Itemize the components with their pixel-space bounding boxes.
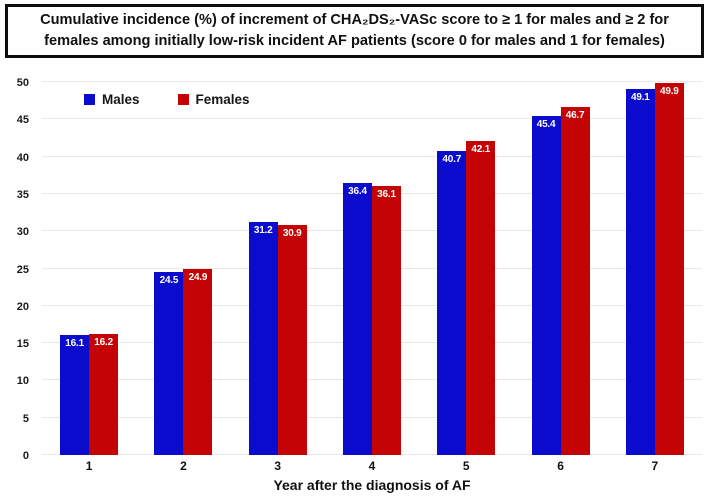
bar-value-label: 16.2 [94,337,113,349]
bar-females-year-3: 30.9 [277,224,307,455]
y-tick-label-30: 30 [16,226,29,239]
x-axis-title: Year after the diagnosis of AF [273,477,471,493]
bar-females-year-5: 42.1 [466,140,496,455]
x-axis-tick-labels: 1 2 3 4 5 6 7 [42,459,702,477]
bar-groups: 16.1 16.2 24.5 24.9 31.2 30.9 36.4 36.1 40.7 42.1… [42,82,702,455]
bar-group-year-3: 31.2 30.9 [231,82,325,455]
bar-males-year-4: 36.4 [342,183,372,455]
legend-item-males: Males [84,92,140,107]
bar-males-year-2: 24.5 [154,272,184,455]
x-tick-label-1: 1 [85,459,93,473]
x-tick-label-2: 2 [180,459,187,473]
bar-males-year-1: 16.1 [60,334,90,455]
bar-group-year-6: 45.4 46.7 [513,82,607,455]
y-axis: 0 5 10 15 20 25 30 35 40 45 50 [0,77,36,462]
plot-area: 16.1 16.2 24.5 24.9 31.2 30.9 36.4 36.1 40.7 42.1… [42,81,702,455]
y-tick-label-35: 35 [16,188,29,201]
bar-value-label: 24.9 [188,272,208,284]
y-tick-label-25: 25 [16,263,29,276]
bar-value-label: 45.4 [536,119,556,131]
bar-females-year-4: 36.1 [371,185,401,455]
gridline-50 [42,81,702,82]
bar-value-label: 40.7 [442,154,462,166]
legend-label-males: Males [102,92,140,107]
bar-value-label: 24.5 [159,275,179,287]
bar-value-label: 49.1 [630,91,650,103]
bar-group-year-7: 49.1 49.9 [608,82,702,455]
bar-group-year-2: 24.5 24.9 [136,82,230,455]
bar-value-label: 36.4 [348,186,367,198]
y-tick-label-15: 15 [16,338,29,351]
bar-value-label: 36.1 [377,188,396,200]
legend-label-females: Females [195,92,250,107]
x-tick-label-5: 5 [462,459,470,473]
x-tick-label-3: 3 [274,459,282,473]
x-tick-label-6: 6 [557,459,564,473]
y-tick-label-20: 20 [16,300,29,313]
bar-value-label: 30.9 [282,227,302,239]
bar-males-year-7: 49.1 [625,88,655,455]
chart-title: Cumulative incidence (%) of increment of… [5,4,704,59]
bar-females-year-6: 46.7 [560,106,590,455]
bar-group-year-1: 16.1 16.2 [42,82,136,455]
y-tick-label-10: 10 [16,375,29,388]
x-tick-label-7: 7 [651,459,659,473]
bar-females-year-2: 24.9 [183,269,213,455]
y-tick-label-45: 45 [16,114,29,127]
bar-group-year-5: 40.7 42.1 [419,82,513,455]
legend-swatch-males [84,94,95,105]
bar-females-year-7: 49.9 [654,82,684,455]
y-tick-label-50: 50 [16,77,29,89]
legend-item-females: Females [177,92,250,107]
bar-males-year-3: 31.2 [248,222,278,455]
legend-swatch-females [177,94,189,105]
bar-value-label: 42.1 [471,143,491,155]
y-tick-label-40: 40 [16,151,29,164]
bar-value-label: 46.7 [565,109,585,121]
y-tick-label-5: 5 [22,412,29,425]
bar-value-label: 49.9 [659,85,679,97]
y-tick-label-0: 0 [22,450,29,462]
x-tick-label-4: 4 [368,459,376,473]
gridline-40 [42,155,702,157]
legend: Males Females [84,92,250,107]
bar-males-year-5: 40.7 [437,151,467,455]
bar-group-year-4: 36.4 36.1 [325,82,419,455]
bar-value-label: 16.1 [65,337,84,349]
bar-value-label: 31.2 [253,225,273,237]
gridline-45 [42,118,702,120]
bar-females-year-1: 16.2 [89,334,119,455]
bar-males-year-6: 45.4 [531,116,561,455]
